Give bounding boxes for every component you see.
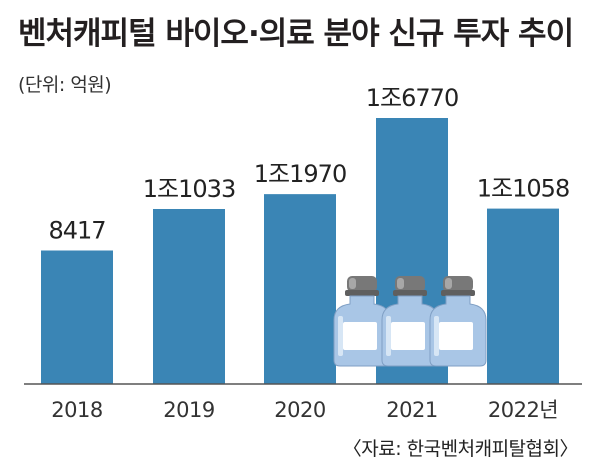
bar-2018	[41, 250, 113, 384]
x-tick-label: 2022년	[488, 398, 558, 422]
data-label: 1조1033	[143, 175, 235, 203]
unit-label: (단위: 억원)	[18, 74, 112, 96]
vial-illustration	[381, 276, 439, 367]
x-tick-label: 2021	[386, 398, 437, 422]
bar-2022년	[487, 208, 559, 384]
chart-title: 벤처캐피털 바이오·의료 분야 신규 투자 추이	[18, 16, 574, 52]
x-tick-label: 2020	[274, 398, 325, 422]
data-label: 1조6770	[366, 84, 458, 112]
data-label: 1조1058	[477, 175, 569, 203]
x-tick-label: 2018	[51, 398, 102, 422]
data-label: 1조1970	[254, 160, 346, 188]
source-note: 〈자료: 한국벤처캐피탈협회〉	[342, 438, 579, 460]
data-label: 8417	[48, 216, 105, 244]
bar-2019	[153, 208, 225, 384]
vial-illustration	[333, 276, 391, 367]
x-tick-label: 2019	[163, 398, 214, 422]
vial-illustration	[429, 276, 487, 367]
bar-2020	[264, 194, 336, 384]
